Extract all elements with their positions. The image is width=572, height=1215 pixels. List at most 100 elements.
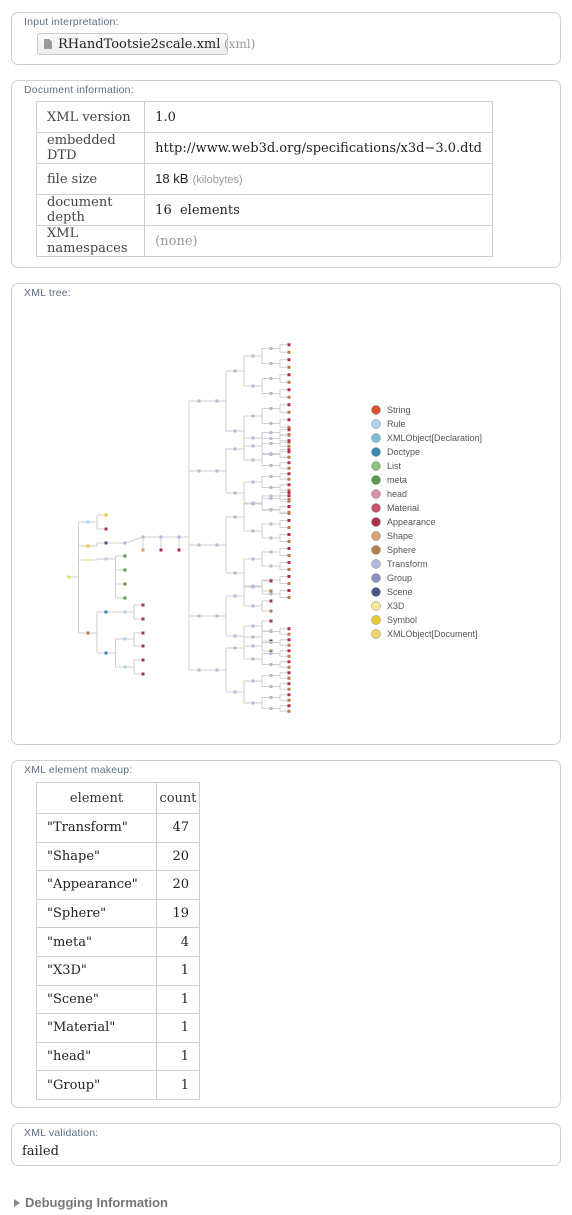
element-count: 4 bbox=[155, 927, 201, 957]
info-key: document depth bbox=[35, 194, 146, 226]
element-name: "Transform" bbox=[36, 813, 157, 843]
table-row: "Appearance" 20 bbox=[36, 870, 201, 900]
element-count: 47 bbox=[155, 813, 201, 843]
legend-label: head bbox=[387, 489, 407, 499]
tree-edges bbox=[69, 344, 289, 712]
file-chip[interactable]: RHandTootsie2scale.xml bbox=[37, 33, 229, 55]
expand-triangle-icon bbox=[14, 1198, 20, 1207]
tree-nodes bbox=[67, 343, 291, 713]
legend-swatch bbox=[371, 405, 381, 415]
info-key: file size bbox=[35, 163, 146, 195]
tree-edge bbox=[124, 536, 144, 544]
tree-node bbox=[287, 439, 291, 443]
tree-node bbox=[104, 557, 108, 561]
legend-label: meta bbox=[387, 475, 407, 485]
tree-node bbox=[141, 644, 145, 648]
element-count: 1 bbox=[155, 1070, 201, 1100]
tree-node bbox=[287, 709, 291, 713]
tree-node bbox=[287, 388, 291, 392]
element-count: 1 bbox=[155, 1013, 201, 1043]
tree-node bbox=[287, 596, 291, 599]
tree-node bbox=[269, 392, 273, 395]
tree-node bbox=[287, 654, 291, 658]
tree-node bbox=[251, 354, 255, 358]
legend-swatch bbox=[371, 601, 381, 611]
pod-title: XML tree: bbox=[24, 287, 71, 299]
document-information-pod: Document information: XML version 1.0 em… bbox=[11, 80, 561, 268]
table-row: "head" 1 bbox=[36, 1041, 201, 1072]
pod-title: Input interpretation: bbox=[24, 16, 119, 28]
tree-node bbox=[197, 399, 201, 403]
info-value: http://www.web3d.org/specifications/x3d−… bbox=[144, 132, 493, 164]
tree-node bbox=[287, 568, 291, 571]
tree-node bbox=[123, 637, 127, 641]
tree-node bbox=[287, 498, 291, 501]
tree-node bbox=[251, 414, 255, 418]
tree-node bbox=[287, 358, 291, 362]
pod-title: XML element makeup: bbox=[24, 764, 133, 776]
table-row: "Transform" 47 bbox=[36, 813, 201, 843]
info-value-text: (none) bbox=[155, 233, 198, 249]
table-row: "Scene" 1 bbox=[36, 984, 201, 1015]
legend-label: X3D bbox=[387, 601, 405, 611]
tree-legend: String Rule XMLObject[Declaration] Doctype L… bbox=[371, 405, 482, 639]
legend-label: Rule bbox=[387, 419, 406, 429]
tree-node bbox=[287, 343, 291, 347]
tree-node bbox=[233, 369, 237, 373]
table-row: XML version 1.0 bbox=[35, 101, 493, 133]
element-count: 20 bbox=[155, 841, 201, 872]
tree-node bbox=[287, 410, 291, 414]
tree-node bbox=[269, 362, 273, 365]
legend-swatch bbox=[371, 447, 381, 457]
tree-node bbox=[233, 571, 237, 575]
column-header-count: count bbox=[155, 782, 201, 814]
tree-node bbox=[177, 548, 181, 552]
tree-node bbox=[287, 461, 291, 465]
legend-label: Symbol bbox=[387, 615, 417, 625]
pod-title: XML validation: bbox=[24, 1127, 99, 1139]
tree-node bbox=[123, 596, 127, 600]
debugging-info-toggle[interactable]: Debugging Information bbox=[14, 1195, 168, 1210]
tree-node bbox=[287, 491, 291, 494]
tree-node bbox=[233, 515, 237, 519]
tree-node bbox=[251, 436, 255, 440]
debugging-info-label: Debugging Information bbox=[25, 1195, 168, 1210]
tree-node bbox=[287, 632, 291, 636]
tree-node bbox=[104, 527, 108, 531]
dtd-link[interactable]: http://www.web3d.org/specifications/x3d−… bbox=[155, 140, 482, 156]
tree-node bbox=[287, 676, 291, 680]
tree-node bbox=[215, 543, 219, 547]
tree-node bbox=[104, 513, 108, 517]
tree-node bbox=[141, 658, 145, 662]
legend-label: Material bbox=[387, 503, 419, 513]
tree-node bbox=[287, 350, 291, 354]
tree-node bbox=[159, 548, 163, 552]
tree-node bbox=[269, 652, 273, 655]
tree-node bbox=[269, 685, 273, 688]
legend-swatch bbox=[371, 573, 381, 583]
tree-node bbox=[197, 469, 201, 473]
element-makeup-pod: XML element makeup: element count "Trans… bbox=[11, 760, 561, 1108]
tree-node bbox=[251, 624, 255, 628]
legend-swatch bbox=[371, 587, 381, 597]
tree-node bbox=[269, 696, 273, 699]
tree-node bbox=[197, 668, 201, 672]
tree-node bbox=[197, 543, 201, 547]
tree-node bbox=[269, 674, 273, 677]
tree-node bbox=[287, 540, 291, 543]
tree-node bbox=[269, 437, 273, 440]
tree-node bbox=[251, 679, 255, 683]
legend-swatch bbox=[371, 489, 381, 499]
legend-label: String bbox=[387, 405, 411, 415]
tree-node bbox=[104, 651, 108, 655]
tree-node bbox=[233, 634, 237, 638]
tree-node bbox=[269, 497, 273, 500]
tree-node bbox=[269, 619, 273, 623]
legend-label: Sphere bbox=[387, 545, 416, 555]
tree-node bbox=[251, 501, 255, 505]
info-value: (none) bbox=[144, 225, 493, 257]
tree-node bbox=[86, 520, 90, 524]
element-count: 1 bbox=[155, 955, 201, 986]
tree-node bbox=[123, 582, 127, 586]
tree-node bbox=[215, 614, 219, 618]
